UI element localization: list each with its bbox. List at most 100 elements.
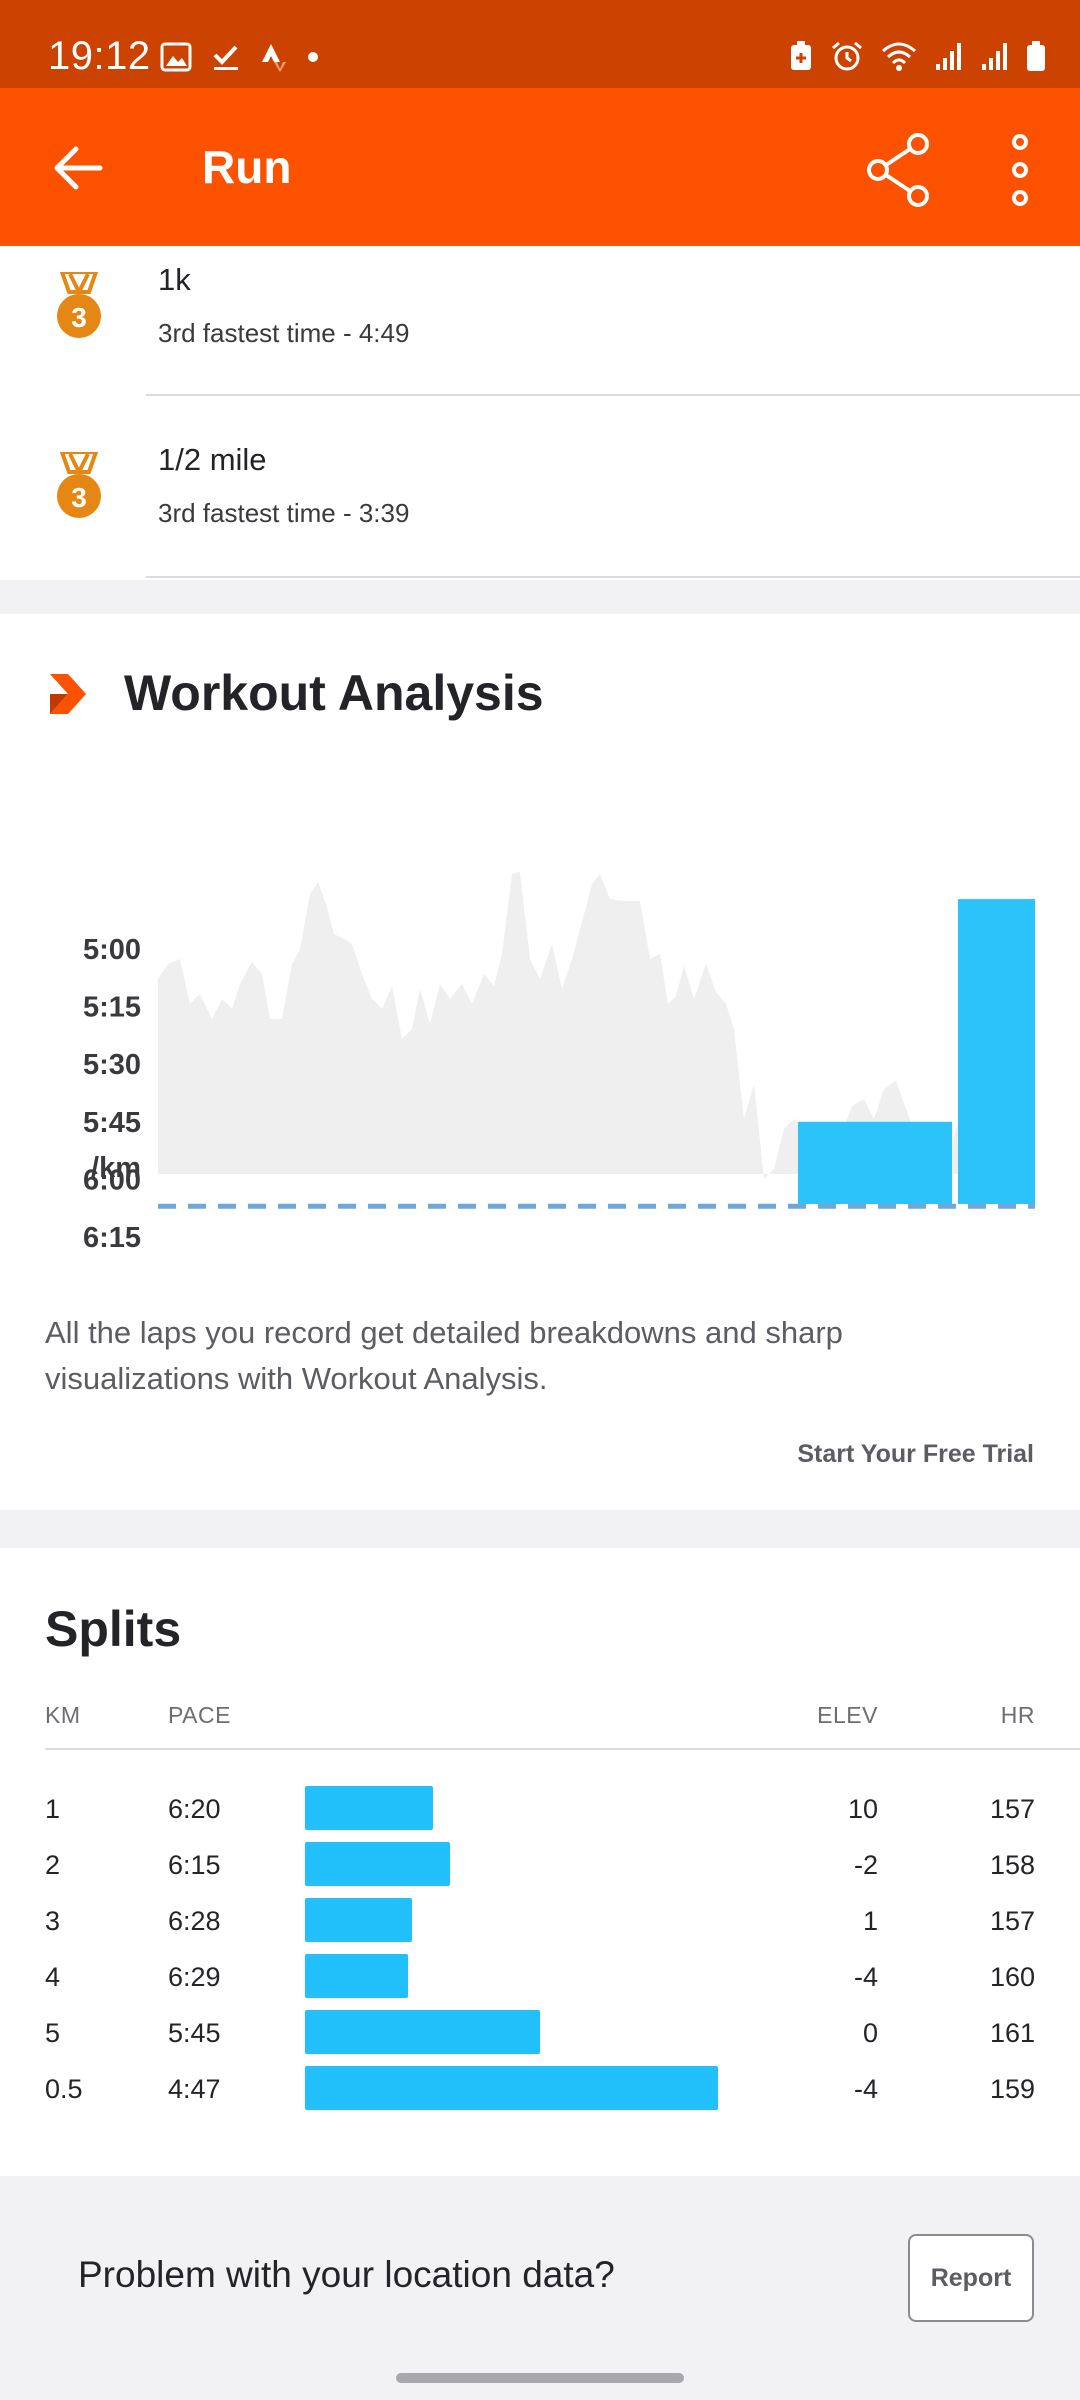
more-vertical-icon xyxy=(1012,134,1028,206)
split-elev: -4 xyxy=(853,2074,878,2104)
split-hr: 158 xyxy=(989,1850,1035,1880)
signal-icon xyxy=(936,43,961,70)
split-pace: 6:28 xyxy=(168,1906,221,1936)
notification-icons xyxy=(160,42,320,72)
pace-area xyxy=(158,872,990,1179)
lap-bar[interactable] xyxy=(798,1121,952,1204)
workout-analysis-card: Workout Analysis 5:00 5:15 5:30 5:45 6:00 6:1… xyxy=(0,614,1080,1510)
split-pace: 6:29 xyxy=(168,1962,221,1992)
split-hr: 159 xyxy=(989,2074,1035,2104)
split-row: 0.5 4:47 -4 159 xyxy=(0,2062,1080,2118)
achievement-subtitle: 3rd fastest time - 3:39 xyxy=(158,498,410,528)
chevron-brand-icon xyxy=(50,674,86,714)
system-icons xyxy=(788,40,1046,72)
status-time: 19:12 xyxy=(48,34,151,78)
section-title: Workout Analysis xyxy=(124,665,544,721)
medal-icon xyxy=(57,272,101,338)
location-problem-banner: Problem with your location data? Report xyxy=(0,2176,1080,2366)
split-pace-bar xyxy=(305,1954,408,1998)
battery-saver-icon xyxy=(791,41,811,70)
achievement-row[interactable]: 3 1/2 mile 3rd fastest time - 3:39 xyxy=(0,396,1080,578)
y-unit-label: /km xyxy=(91,1152,141,1184)
medal-icon xyxy=(57,452,101,518)
y-tick-label: 5:30 xyxy=(83,1049,141,1081)
split-hr: 157 xyxy=(989,1906,1035,1936)
split-elev: 0 xyxy=(862,2018,878,2048)
y-tick-label: 5:00 xyxy=(83,934,141,966)
signal-icon-2 xyxy=(982,43,1007,70)
split-hr: 157 xyxy=(989,1794,1035,1824)
split-row: 2 6:15 -2 158 xyxy=(0,1838,1080,1894)
app-bar: Run xyxy=(0,88,1080,246)
achievement-title: 1k xyxy=(158,262,191,297)
lap-bar[interactable] xyxy=(958,899,1035,1204)
split-km: 0.5 xyxy=(45,2074,83,2104)
split-elev: -2 xyxy=(853,1850,878,1880)
lap-bars xyxy=(798,899,1035,1204)
split-row: 5 5:45 0 161 xyxy=(0,2006,1080,2062)
battery-icon xyxy=(1027,41,1045,71)
split-km: 3 xyxy=(45,1906,61,1936)
medal-rank: 3 xyxy=(71,302,87,333)
back-button[interactable] xyxy=(44,132,116,204)
medal-rank: 3 xyxy=(71,482,87,513)
split-elev: 10 xyxy=(847,1794,878,1824)
split-pace-bar xyxy=(305,2010,540,2054)
header-elev: ELEV xyxy=(817,1702,878,1728)
split-elev: 1 xyxy=(862,1906,878,1936)
split-hr: 160 xyxy=(989,1962,1035,1992)
header-pace: PACE xyxy=(168,1702,231,1728)
alarm-icon xyxy=(832,41,862,71)
split-pace: 4:47 xyxy=(168,2074,221,2104)
task-done-icon xyxy=(213,45,238,70)
split-pace-bar xyxy=(305,1786,433,1830)
split-elev: -4 xyxy=(853,1962,878,1992)
divider xyxy=(146,576,1080,578)
report-button[interactable]: Report xyxy=(908,2234,1034,2322)
splits-table: Splits KM PACE ELEV HR 1 6:20 10 157 2 6:15 -2… xyxy=(0,1548,1080,2176)
split-km: 5 xyxy=(45,2018,61,2048)
split-row: 3 6:28 1 157 xyxy=(0,1894,1080,1950)
split-km: 4 xyxy=(45,1962,61,1992)
strava-logo-icon xyxy=(262,44,286,72)
arrow-left-icon xyxy=(54,146,103,190)
split-km: 1 xyxy=(45,1794,61,1824)
split-pace: 6:20 xyxy=(168,1794,221,1824)
pace-chart: 5:00 5:15 5:30 5:45 6:00 6:15/km xyxy=(83,872,1035,1254)
split-pace: 6:15 xyxy=(168,1850,221,1880)
dot-icon xyxy=(308,52,318,62)
wifi-icon xyxy=(882,42,916,71)
y-tick-label: 5:45 xyxy=(83,1107,141,1139)
header-km: KM xyxy=(45,1702,81,1728)
page-title: Run xyxy=(202,141,292,193)
split-hr: 161 xyxy=(989,2018,1035,2048)
gesture-navigation-bar[interactable] xyxy=(396,2373,684,2383)
status-bar: 19:12 xyxy=(0,0,1080,88)
split-km: 2 xyxy=(45,1850,61,1880)
divider xyxy=(146,394,1080,396)
start-free-trial-link[interactable]: Start Your Free Trial xyxy=(797,1440,1034,1468)
share-icon xyxy=(867,133,929,207)
y-tick-label: 5:15 xyxy=(83,992,141,1024)
header-hr: HR xyxy=(1000,1702,1035,1728)
split-pace-bar xyxy=(305,2066,718,2110)
share-button[interactable] xyxy=(860,130,940,210)
more-options-button[interactable] xyxy=(990,130,1050,210)
achievements-list: 3 1k 3rd fastest time - 4:49 3 1/2 mile … xyxy=(0,246,1080,580)
image-icon xyxy=(160,42,192,72)
split-pace-bar xyxy=(305,1842,450,1886)
split-pace-bar xyxy=(305,1898,412,1942)
split-row: 1 6:20 10 157 xyxy=(0,1782,1080,1838)
y-axis: 5:00 5:15 5:30 5:45 6:00 6:15/km xyxy=(83,934,141,1254)
y-tick-label: 6:00 xyxy=(83,1164,141,1196)
achievement-title: 1/2 mile xyxy=(158,442,267,477)
achievement-subtitle: 3rd fastest time - 4:49 xyxy=(158,318,410,348)
split-pace: 5:45 xyxy=(168,2018,221,2048)
header-divider xyxy=(45,1748,1080,1750)
analysis-description: All the laps you record get detailed bre… xyxy=(45,1315,843,1396)
location-problem-text: Problem with your location data? xyxy=(78,2254,615,2295)
split-row: 4 6:29 -4 160 xyxy=(0,1950,1080,2006)
splits-title: Splits xyxy=(45,1601,182,1657)
achievement-row[interactable]: 3 1k 3rd fastest time - 4:49 xyxy=(0,246,1080,428)
y-tick-label: 6:15 xyxy=(83,1222,141,1254)
